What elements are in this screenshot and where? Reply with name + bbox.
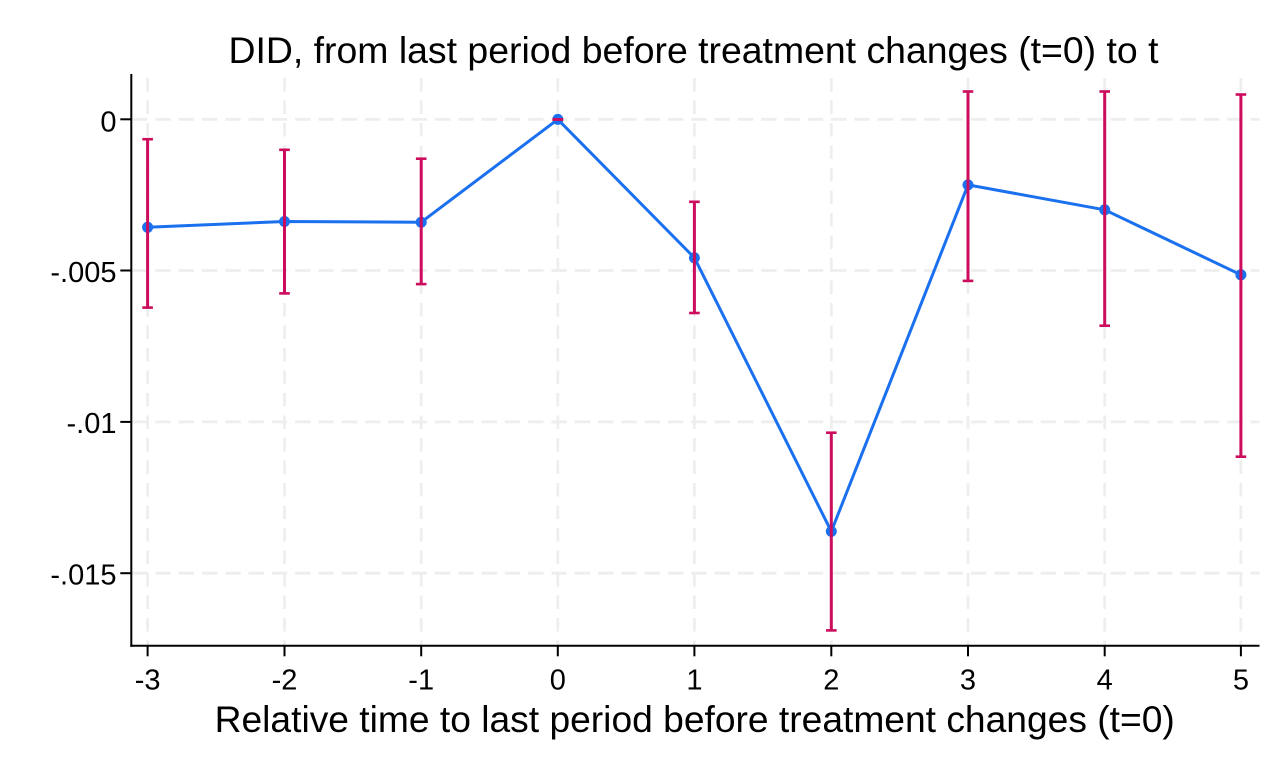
svg-text:1: 1 bbox=[686, 665, 702, 697]
svg-text:0: 0 bbox=[550, 665, 566, 697]
svg-text:4: 4 bbox=[1097, 665, 1113, 697]
svg-text:0: 0 bbox=[100, 106, 116, 138]
svg-text:3: 3 bbox=[960, 665, 976, 697]
svg-text:-2: -2 bbox=[272, 665, 298, 697]
svg-text:-1: -1 bbox=[408, 665, 434, 697]
svg-text:Relative time to last period b: Relative time to last period before trea… bbox=[215, 698, 1175, 740]
svg-text:-3: -3 bbox=[135, 665, 161, 697]
svg-text:2: 2 bbox=[823, 665, 839, 697]
svg-text:-.015: -.015 bbox=[50, 560, 116, 592]
svg-text:-.01: -.01 bbox=[67, 408, 117, 440]
svg-text:-.005: -.005 bbox=[50, 257, 116, 289]
svg-text:DID, from last period before t: DID, from last period before treatment c… bbox=[228, 29, 1159, 71]
svg-text:5: 5 bbox=[1233, 665, 1249, 697]
